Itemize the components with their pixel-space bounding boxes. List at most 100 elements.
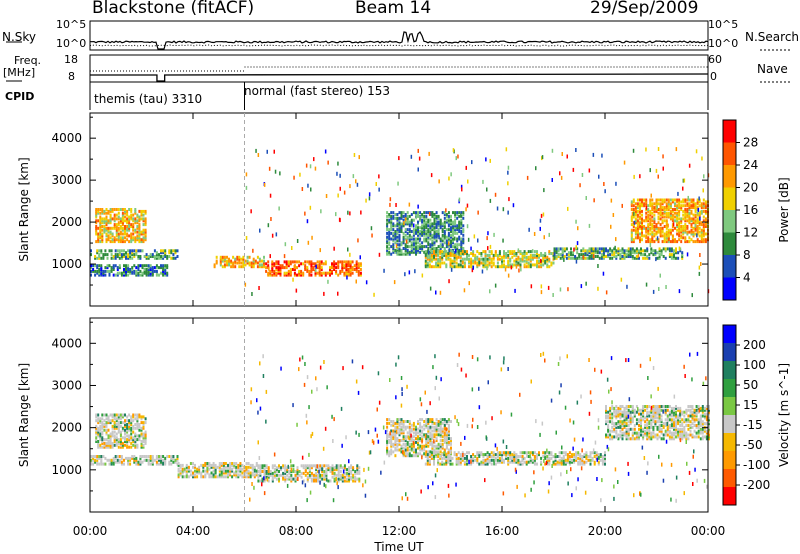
scatter-cell bbox=[104, 273, 107, 277]
scatter-cell bbox=[633, 251, 636, 255]
scatter-cell bbox=[105, 226, 108, 230]
scatter-cell bbox=[680, 206, 683, 210]
scatter-cell bbox=[611, 251, 614, 255]
scatter-cell bbox=[92, 458, 95, 462]
scatter-cell bbox=[650, 422, 653, 426]
scatter-cell bbox=[644, 253, 647, 257]
scatter-cell bbox=[287, 273, 290, 277]
scatter-cell bbox=[503, 458, 505, 462]
scatter-cell bbox=[220, 462, 223, 465]
scatter-cell bbox=[396, 224, 399, 228]
scatter-cell bbox=[128, 240, 131, 244]
scatter-cell bbox=[690, 206, 693, 210]
scatter-cell bbox=[474, 253, 477, 257]
power-colorbar-swatch bbox=[723, 142, 736, 165]
scatter-cell bbox=[151, 269, 154, 273]
scatter-cell bbox=[531, 453, 534, 457]
scatter-cell bbox=[398, 237, 401, 241]
scatter-cell bbox=[531, 263, 534, 267]
freq-label: Freq. bbox=[14, 54, 42, 67]
scatter-cell bbox=[557, 255, 560, 258]
scatter-cell bbox=[556, 460, 559, 464]
scatter-cell bbox=[396, 213, 399, 216]
scatter-cell bbox=[320, 273, 323, 277]
scatter-cell bbox=[529, 458, 532, 462]
scatter-cell bbox=[435, 216, 438, 220]
scatter-cell bbox=[140, 240, 143, 244]
scatter-cell bbox=[617, 425, 620, 429]
noise-cell bbox=[598, 174, 600, 179]
scatter-cell bbox=[162, 264, 165, 268]
scatter-cell bbox=[445, 446, 448, 450]
scatter-cell bbox=[114, 456, 117, 460]
scatter-cell bbox=[341, 269, 344, 273]
scatter-cell bbox=[468, 253, 470, 257]
scatter-cell bbox=[345, 260, 348, 264]
scatter-cell bbox=[644, 256, 647, 260]
scatter-cell bbox=[101, 236, 104, 240]
scatter-cell bbox=[427, 444, 430, 448]
scatter-cell bbox=[463, 252, 466, 255]
scatter-cell bbox=[123, 269, 125, 273]
scatter-cell bbox=[511, 456, 514, 460]
scatter-cell bbox=[108, 249, 111, 253]
scatter-cell bbox=[97, 226, 100, 230]
scatter-cell bbox=[107, 234, 110, 238]
scatter-cell bbox=[177, 463, 180, 467]
scatter-cell bbox=[696, 206, 699, 210]
scatter-cell bbox=[396, 222, 399, 226]
scatter-cell bbox=[310, 262, 313, 266]
scatter-cell bbox=[654, 422, 657, 426]
scatter-cell bbox=[331, 269, 333, 273]
scatter-cell bbox=[599, 453, 602, 457]
scatter-cell bbox=[639, 232, 641, 236]
noise-cell bbox=[667, 223, 669, 228]
scatter-cell bbox=[417, 435, 419, 439]
power-ytick-label: 1000 bbox=[51, 257, 82, 271]
scatter-cell bbox=[540, 252, 543, 255]
scatter-cell bbox=[412, 450, 415, 454]
scatter-cell bbox=[533, 263, 536, 267]
scatter-cell bbox=[267, 260, 270, 264]
scatter-cell bbox=[406, 454, 409, 458]
scatter-cell bbox=[498, 252, 501, 255]
scatter-cell bbox=[696, 219, 699, 223]
scatter-cell bbox=[484, 453, 487, 457]
scatter-cell bbox=[275, 273, 278, 277]
scatter-cell bbox=[115, 419, 118, 423]
scatter-cell bbox=[636, 232, 639, 236]
noise-cell bbox=[244, 282, 247, 287]
scatter-cell bbox=[134, 230, 137, 234]
scatter-cell bbox=[386, 435, 389, 439]
scatter-cell bbox=[671, 217, 674, 221]
scatter-cell bbox=[529, 257, 532, 261]
scatter-cell bbox=[132, 225, 135, 228]
scatter-cell bbox=[680, 219, 683, 223]
scatter-cell bbox=[114, 255, 117, 258]
scatter-cell bbox=[135, 456, 138, 460]
scatter-cell bbox=[329, 266, 331, 270]
scatter-cell bbox=[347, 269, 350, 273]
scatter-cell bbox=[119, 432, 122, 436]
scatter-cell bbox=[226, 259, 228, 263]
scatter-cell bbox=[117, 228, 120, 232]
scatter-cell bbox=[552, 261, 555, 265]
scatter-cell bbox=[577, 453, 580, 457]
scatter-cell bbox=[117, 426, 120, 430]
scatter-cell bbox=[107, 211, 110, 215]
scatter-cell bbox=[447, 429, 450, 433]
scatter-cell bbox=[300, 262, 303, 266]
scatter-cell bbox=[517, 462, 520, 466]
scatter-cell bbox=[661, 215, 664, 219]
scatter-cell bbox=[99, 223, 102, 227]
scatter-cell bbox=[462, 211, 465, 215]
scatter-cell bbox=[507, 265, 510, 269]
noise-cell bbox=[463, 288, 466, 293]
scatter-cell bbox=[131, 269, 134, 273]
scatter-cell bbox=[402, 437, 405, 441]
scatter-cell bbox=[643, 219, 646, 223]
scatter-cell bbox=[433, 250, 435, 254]
scatter-cell bbox=[546, 451, 549, 455]
scatter-cell bbox=[443, 248, 446, 252]
scatter-cell bbox=[486, 458, 489, 462]
